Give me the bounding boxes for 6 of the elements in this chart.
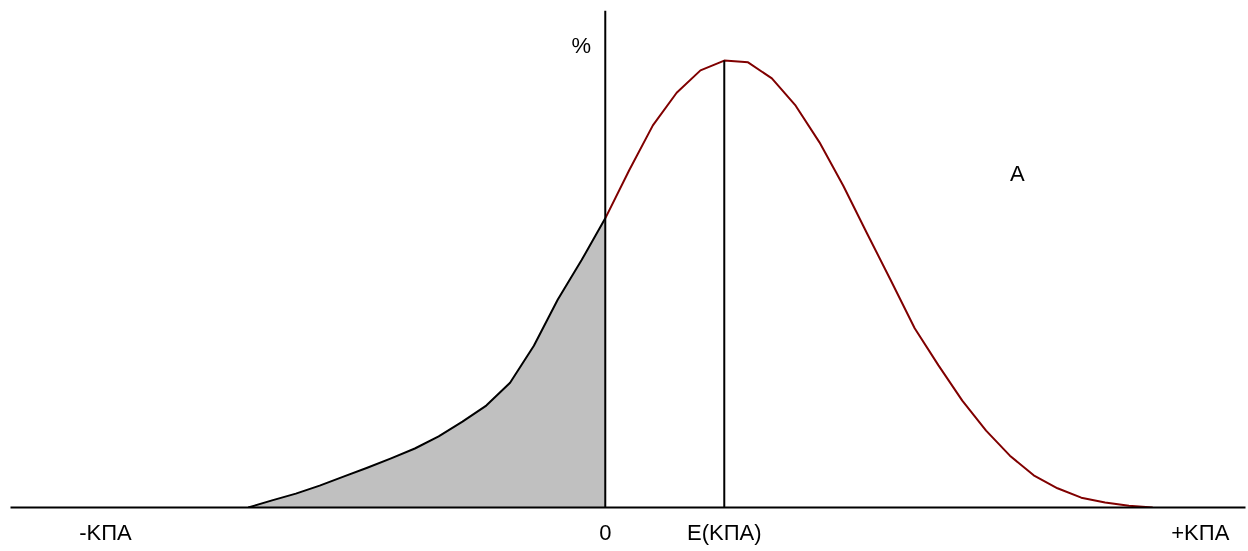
x-tick-label: -ΚΠΑ: [79, 519, 133, 545]
x-tick-label: 0: [599, 519, 612, 545]
x-tick-label: +ΚΠΑ: [1171, 519, 1230, 545]
x-tick-label: Ε(ΚΠΑ): [686, 519, 762, 545]
y-axis-title: %: [571, 32, 591, 58]
text: Α: [1009, 160, 1025, 186]
